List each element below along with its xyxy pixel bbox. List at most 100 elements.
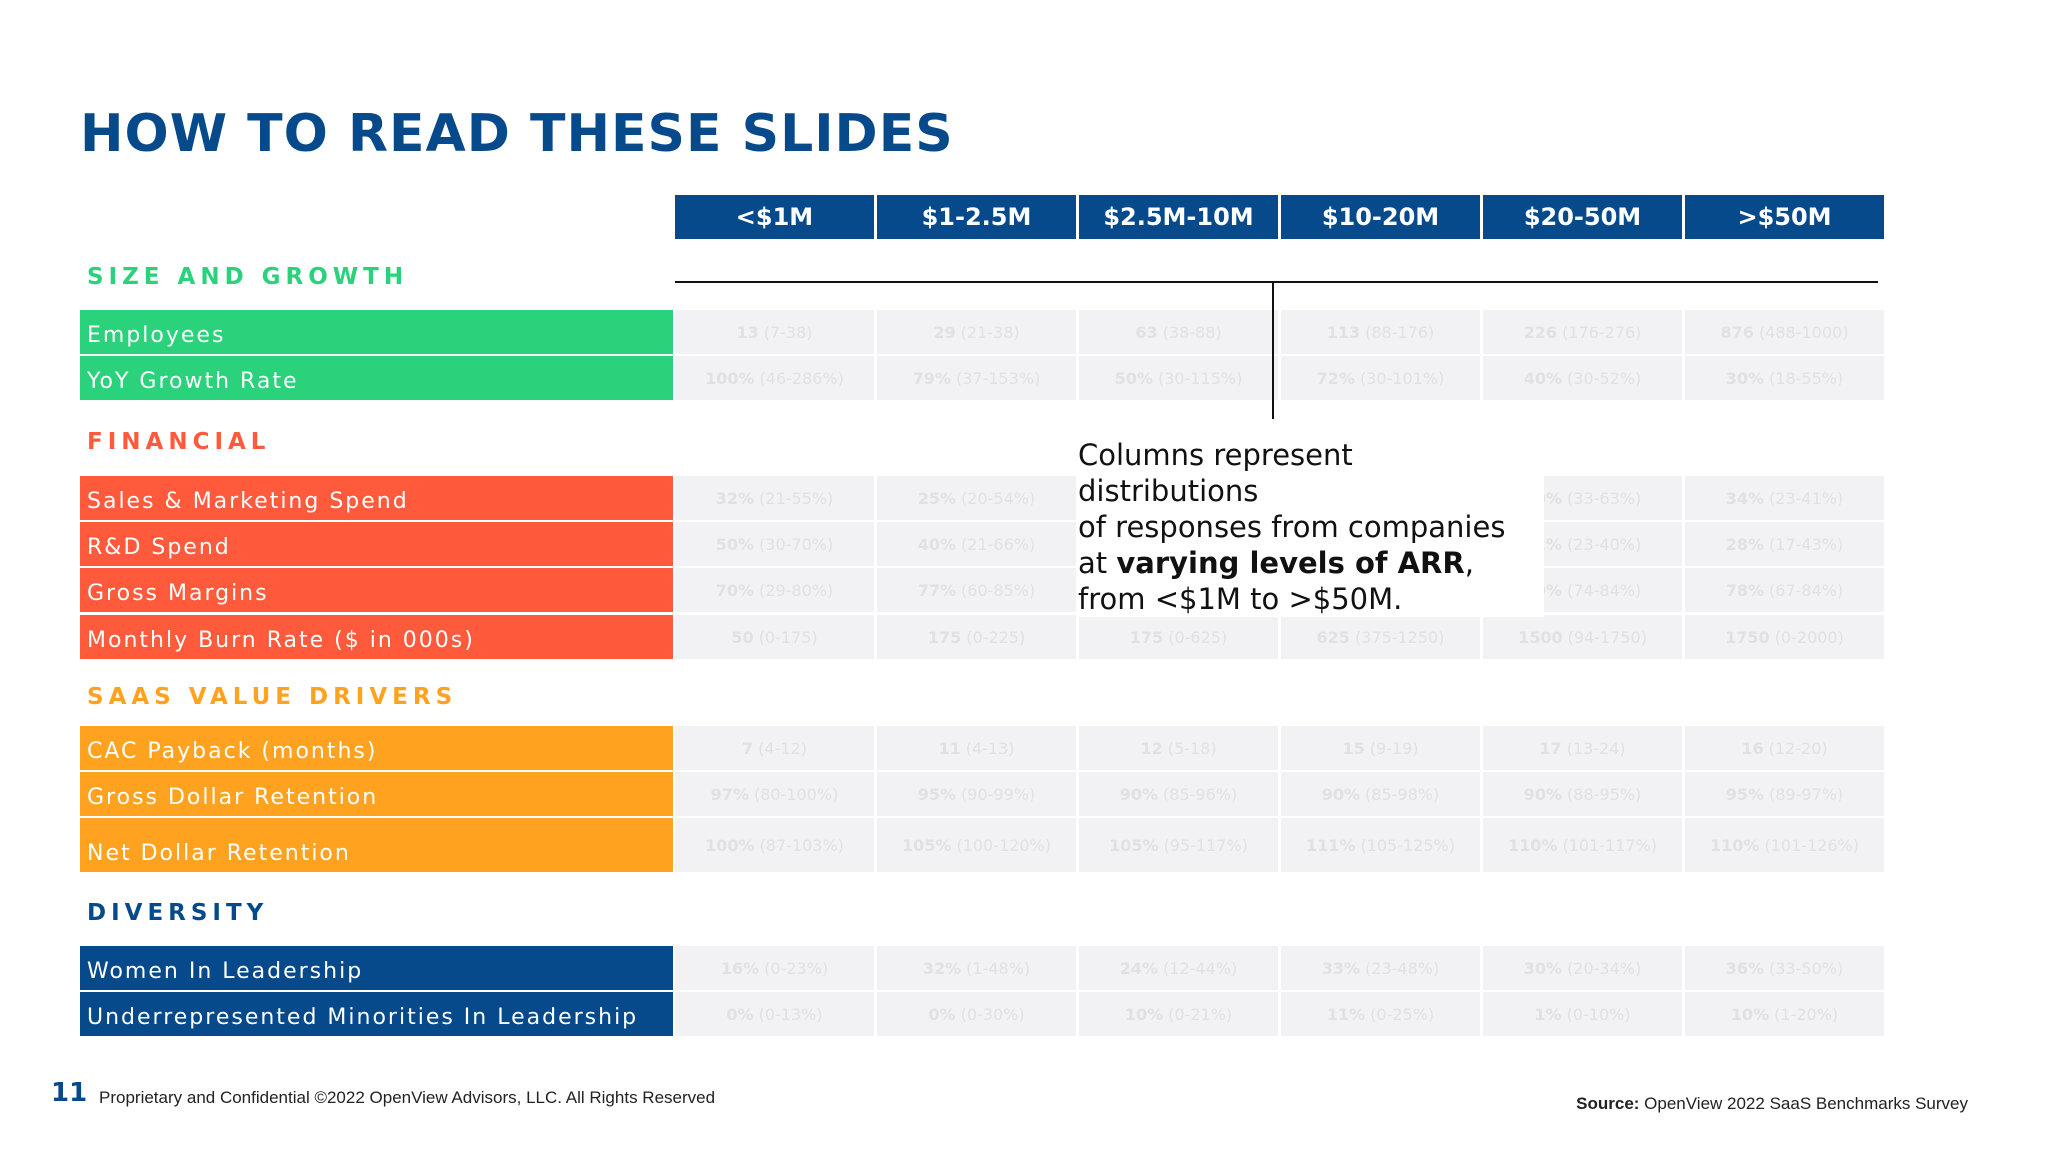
cell-range: (30-101%) <box>1359 368 1445 388</box>
cell-range: (90-99%) <box>961 784 1036 804</box>
cell-median: 24% <box>1119 958 1159 978</box>
cell-range: (13-24) <box>1566 738 1626 758</box>
bracket-horizontal-line <box>675 281 1878 283</box>
cell-median: 175 <box>927 627 962 647</box>
cell-range: (85-98%) <box>1365 784 1440 804</box>
cell-range: (1-48%) <box>966 958 1031 978</box>
cell-range: (5-18) <box>1167 738 1217 758</box>
annotation-line-3-suffix: , <box>1464 546 1474 580</box>
cell-range: (94-1750) <box>1567 627 1647 647</box>
cell-range: (23-40%) <box>1567 534 1642 554</box>
cell-range: (74-84%) <box>1567 580 1642 600</box>
data-cell: 16 (12-20) <box>1685 726 1884 770</box>
cell-range: (0-2000) <box>1774 627 1844 647</box>
cell-median: 1750 <box>1725 627 1770 647</box>
data-cell: 30% (18-55%) <box>1685 356 1884 400</box>
cell-median: 10% <box>1730 1004 1770 1024</box>
cell-range: (176-276) <box>1562 322 1642 342</box>
cell-median: 111% <box>1306 835 1356 855</box>
cell-range: (7-38) <box>763 322 813 342</box>
data-cell: 97% (80-100%) <box>675 772 874 816</box>
data-cell: 105% (95-117%) <box>1079 818 1278 872</box>
cell-median: 0% <box>726 1004 754 1024</box>
cell-range: (33-50%) <box>1769 958 1844 978</box>
row-label: R&D Spend <box>80 522 673 566</box>
cell-median: 226 <box>1523 322 1558 342</box>
data-cell: 1500 (94-1750) <box>1483 615 1682 659</box>
cell-median: 78% <box>1725 580 1765 600</box>
annotation-callout: Columns represent distributions of respo… <box>1078 437 1544 617</box>
cell-range: (67-84%) <box>1769 580 1844 600</box>
cell-median: 72% <box>1316 368 1355 388</box>
cell-range: (0-21%) <box>1168 1004 1233 1024</box>
cell-median: 33% <box>1321 958 1361 978</box>
source-note: Source: OpenView 2022 SaaS Benchmarks Su… <box>1576 1094 1968 1114</box>
cell-median: 11 <box>938 738 961 758</box>
column-header: $20-50M <box>1483 195 1682 239</box>
cell-range: (101-126%) <box>1764 835 1859 855</box>
data-cell: 12 (5-18) <box>1079 726 1278 770</box>
data-cell: 15 (9-19) <box>1281 726 1480 770</box>
data-cell: 32% (21-55%) <box>675 476 874 520</box>
cell-median: 79% <box>912 368 951 388</box>
cell-range: (1-20%) <box>1774 1004 1839 1024</box>
cell-range: (0-13%) <box>758 1004 823 1024</box>
column-header: >$50M <box>1685 195 1884 239</box>
cell-median: 30% <box>1523 958 1563 978</box>
data-cell: 625 (375-1250) <box>1281 615 1480 659</box>
row-label: Women In Leadership <box>80 946 673 990</box>
data-cell: 79% (37-153%) <box>877 356 1076 400</box>
cell-median: 110% <box>1508 835 1558 855</box>
cell-median: 97% <box>710 784 749 804</box>
data-cell: 90% (88-95%) <box>1483 772 1682 816</box>
cell-range: (30-52%) <box>1567 368 1642 388</box>
column-header: $2.5M-10M <box>1079 195 1278 239</box>
section-heading: FINANCIAL <box>87 429 271 455</box>
cell-range: (4-12) <box>758 738 807 758</box>
cell-median: 13 <box>736 322 759 342</box>
annotation-line-3-prefix: at <box>1078 546 1117 580</box>
cell-median: 105% <box>1109 835 1159 855</box>
data-cell: 50% (30-115%) <box>1079 356 1278 400</box>
cell-range: (12-20) <box>1768 738 1828 758</box>
cell-range: (9-19) <box>1369 738 1419 758</box>
section-heading: SAAS VALUE DRIVERS <box>87 684 458 710</box>
row-label: Monthly Burn Rate ($ in 000s) <box>80 615 673 659</box>
cell-median: 50 <box>731 627 754 647</box>
annotation-line-1: Columns represent distributions <box>1078 438 1353 508</box>
cell-median: 100% <box>705 835 755 855</box>
cell-median: 16% <box>720 958 760 978</box>
cell-median: 90% <box>1523 784 1563 804</box>
data-cell: 78% (67-84%) <box>1685 568 1884 612</box>
cell-range: (375-1250) <box>1354 627 1445 647</box>
cell-range: (33-63%) <box>1567 488 1642 508</box>
data-cell: 11% (0-25%) <box>1281 992 1480 1036</box>
data-cell: 28% (17-43%) <box>1685 522 1884 566</box>
cell-range: (38-88) <box>1162 322 1222 342</box>
cell-median: 175 <box>1129 627 1164 647</box>
cell-range: (12-44%) <box>1163 958 1238 978</box>
column-header: $1-2.5M <box>877 195 1076 239</box>
cell-median: 95% <box>917 784 957 804</box>
cell-median: 36% <box>1725 958 1765 978</box>
data-cell: 77% (60-85%) <box>877 568 1076 612</box>
data-cell: 50% (30-70%) <box>675 522 874 566</box>
cell-range: (80-100%) <box>753 784 839 804</box>
data-cell: 90% (85-96%) <box>1079 772 1278 816</box>
data-cell: 40% (21-66%) <box>877 522 1076 566</box>
data-cell: 110% (101-126%) <box>1685 818 1884 872</box>
data-cell: 100% (46-286%) <box>675 356 874 400</box>
cell-range: (21-55%) <box>759 488 834 508</box>
cell-median: 90% <box>1119 784 1159 804</box>
data-cell: 13 (7-38) <box>675 310 874 354</box>
cell-range: (20-34%) <box>1567 958 1642 978</box>
cell-median: 110% <box>1710 835 1760 855</box>
cell-range: (0-23%) <box>764 958 829 978</box>
data-cell: 32% (1-48%) <box>877 946 1076 990</box>
section-heading: SIZE AND GROWTH <box>87 264 409 290</box>
cell-median: 90% <box>1321 784 1361 804</box>
data-cell: 100% (87-103%) <box>675 818 874 872</box>
cell-range: (17-43%) <box>1769 534 1844 554</box>
annotation-line-4: from <$1M to >$50M. <box>1078 582 1403 616</box>
cell-median: 70% <box>715 580 755 600</box>
